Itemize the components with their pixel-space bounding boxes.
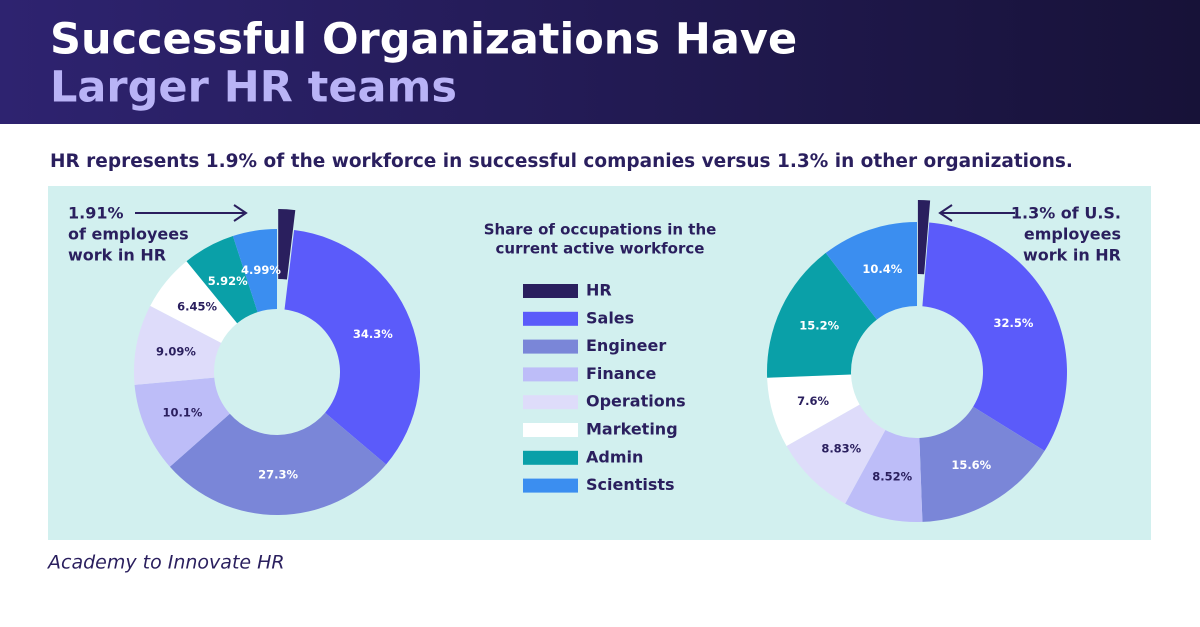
legend-title: Share of occupations in the xyxy=(484,221,717,239)
legend-label: Operations xyxy=(586,392,686,411)
slice xyxy=(917,200,931,275)
legend-label: Sales xyxy=(586,308,634,327)
slice-label: 27.3% xyxy=(258,467,298,481)
annotation: 1.91% xyxy=(68,204,124,223)
slice-label: 8.52% xyxy=(872,470,912,484)
title-line: Larger HR teams xyxy=(50,63,457,113)
legend-swatch xyxy=(523,478,578,493)
slice xyxy=(134,377,230,467)
slice-label: 10.1% xyxy=(162,405,202,419)
slice-label: 9.09% xyxy=(156,345,196,359)
slice xyxy=(134,305,222,385)
slice xyxy=(825,222,917,320)
annotation: work in HR xyxy=(1023,246,1121,265)
legend-swatch xyxy=(523,284,578,298)
slice xyxy=(150,261,238,343)
title-line: Successful Organizations Have xyxy=(50,15,797,65)
legend-swatch xyxy=(523,339,578,354)
slice-label: 10.4% xyxy=(862,262,902,276)
slice xyxy=(919,406,1045,522)
slice-label: 32.5% xyxy=(993,316,1033,330)
legend-swatch xyxy=(523,367,578,382)
arrow-head xyxy=(233,204,248,222)
annotation: work in HR xyxy=(68,246,166,265)
subtitle: HR represents 1.9% of the workforce in s… xyxy=(50,151,1073,172)
annotation: of employees xyxy=(68,225,189,244)
legend-title: current active workforce xyxy=(496,240,705,258)
slice xyxy=(278,209,296,280)
arrow-head xyxy=(938,204,953,222)
legend-label: Marketing xyxy=(586,420,678,439)
slice xyxy=(169,412,387,515)
header-band xyxy=(0,0,1200,124)
slice xyxy=(284,230,420,465)
legend-swatch xyxy=(523,450,578,465)
slice-label: 5.92% xyxy=(208,274,248,288)
slice-label: 8.83% xyxy=(821,442,861,456)
legend-swatch xyxy=(523,395,578,410)
legend-swatch xyxy=(523,311,578,326)
annotation: 1.3% of U.S. xyxy=(1011,204,1121,223)
slice-label: 6.45% xyxy=(177,299,217,313)
slice-label: 7.6% xyxy=(797,394,829,408)
slice xyxy=(767,252,877,378)
legend-swatch xyxy=(523,423,578,437)
slice xyxy=(922,222,1068,451)
legend-label: Scientists xyxy=(586,475,675,494)
slice xyxy=(767,374,860,447)
slice xyxy=(786,404,886,504)
slice-label: 15.2% xyxy=(799,319,839,333)
legend-label: Engineer xyxy=(586,336,666,355)
slice-label: 15.6% xyxy=(951,458,991,472)
slice xyxy=(845,429,923,522)
footer: Academy to Innovate HR xyxy=(46,552,285,574)
legend-label: Admin xyxy=(586,447,643,466)
legend-label: HR xyxy=(586,281,612,300)
slice-label: 34.3% xyxy=(353,327,393,341)
slice xyxy=(186,235,258,324)
annotation: employees xyxy=(1024,225,1121,244)
slice-label: 4.99% xyxy=(241,263,281,277)
slice xyxy=(232,229,277,313)
legend-label: Finance xyxy=(586,364,656,383)
